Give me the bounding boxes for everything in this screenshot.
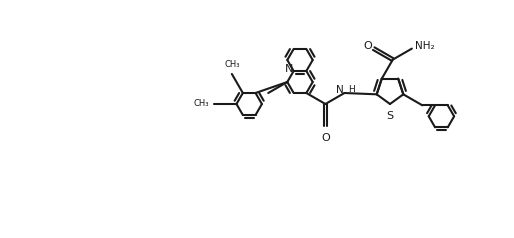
Text: CH₃: CH₃ [194,99,210,109]
Text: N: N [336,85,343,95]
Text: CH₃: CH₃ [224,60,240,69]
Text: O: O [363,41,372,51]
Text: O: O [321,133,330,143]
Text: NH₂: NH₂ [415,41,434,51]
Text: S: S [387,111,394,121]
Text: H: H [348,85,355,94]
Text: N: N [284,64,293,74]
